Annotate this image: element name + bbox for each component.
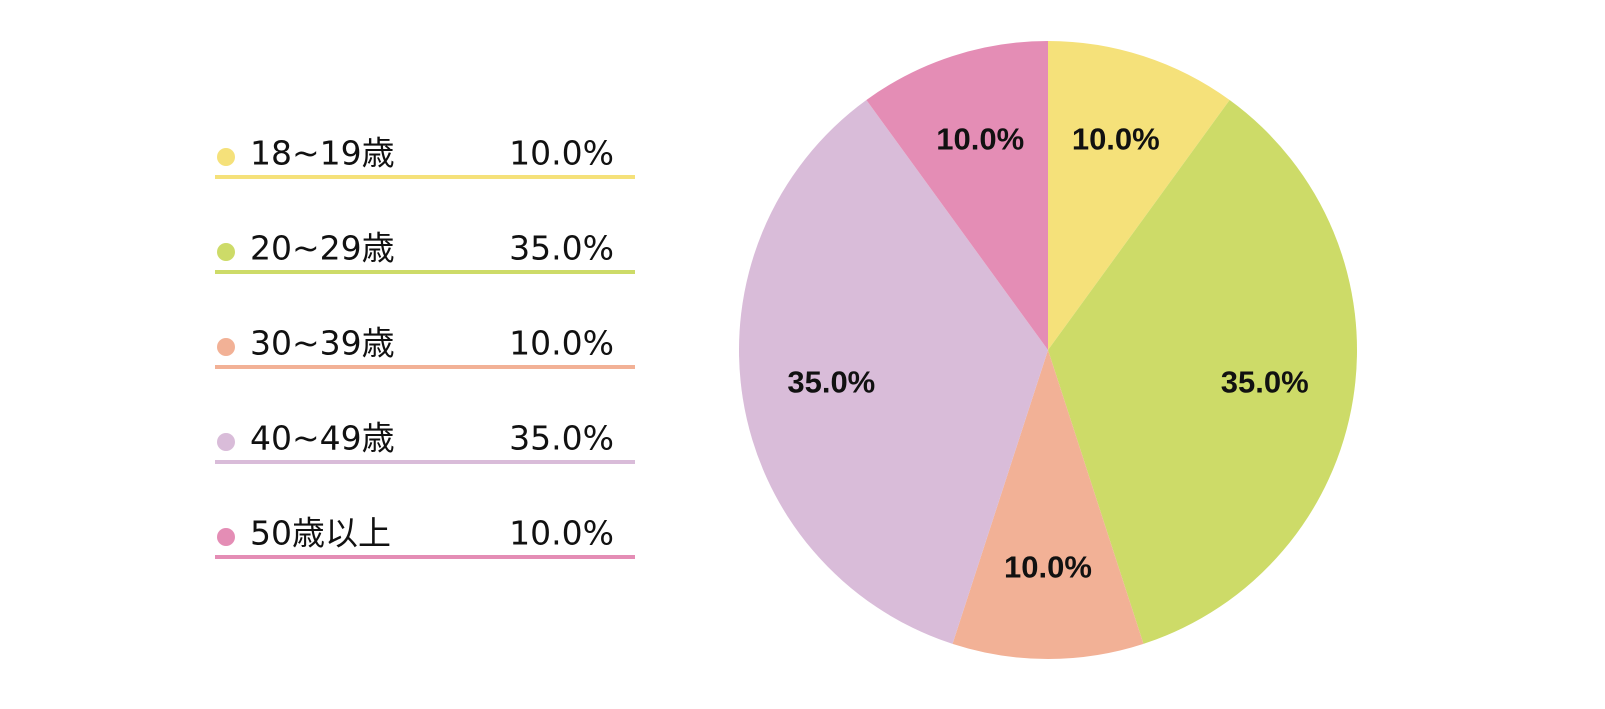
slice-label: 10.0% — [1004, 550, 1092, 585]
legend-dot — [217, 433, 235, 451]
legend-label: 50歳以上 — [250, 514, 391, 553]
slice-label: 35.0% — [787, 365, 875, 400]
slice-label: 35.0% — [1221, 365, 1309, 400]
legend-value: 10.0% — [509, 514, 614, 553]
legend-label: 40~49歳 — [250, 419, 395, 458]
legend-label: 20~29歳 — [250, 229, 395, 268]
legend-dot — [217, 338, 235, 356]
legend-dot — [217, 148, 235, 166]
pie-slice — [1048, 100, 1358, 644]
legend-value: 10.0% — [509, 324, 614, 363]
legend-value: 35.0% — [509, 419, 614, 458]
slice-label: 10.0% — [936, 122, 1024, 157]
legend-label: 18~19歳 — [250, 134, 395, 173]
legend-value: 35.0% — [509, 229, 614, 268]
legend-dot — [217, 528, 235, 546]
pie-slice — [739, 100, 1048, 644]
pie-slice — [952, 350, 1144, 660]
legend-label: 30~39歳 — [250, 324, 395, 363]
legend-dot — [217, 243, 235, 261]
slice-label: 10.0% — [1072, 122, 1160, 157]
legend-value: 10.0% — [509, 134, 614, 173]
pie-slice — [866, 41, 1048, 350]
pie-slice — [1048, 41, 1230, 350]
